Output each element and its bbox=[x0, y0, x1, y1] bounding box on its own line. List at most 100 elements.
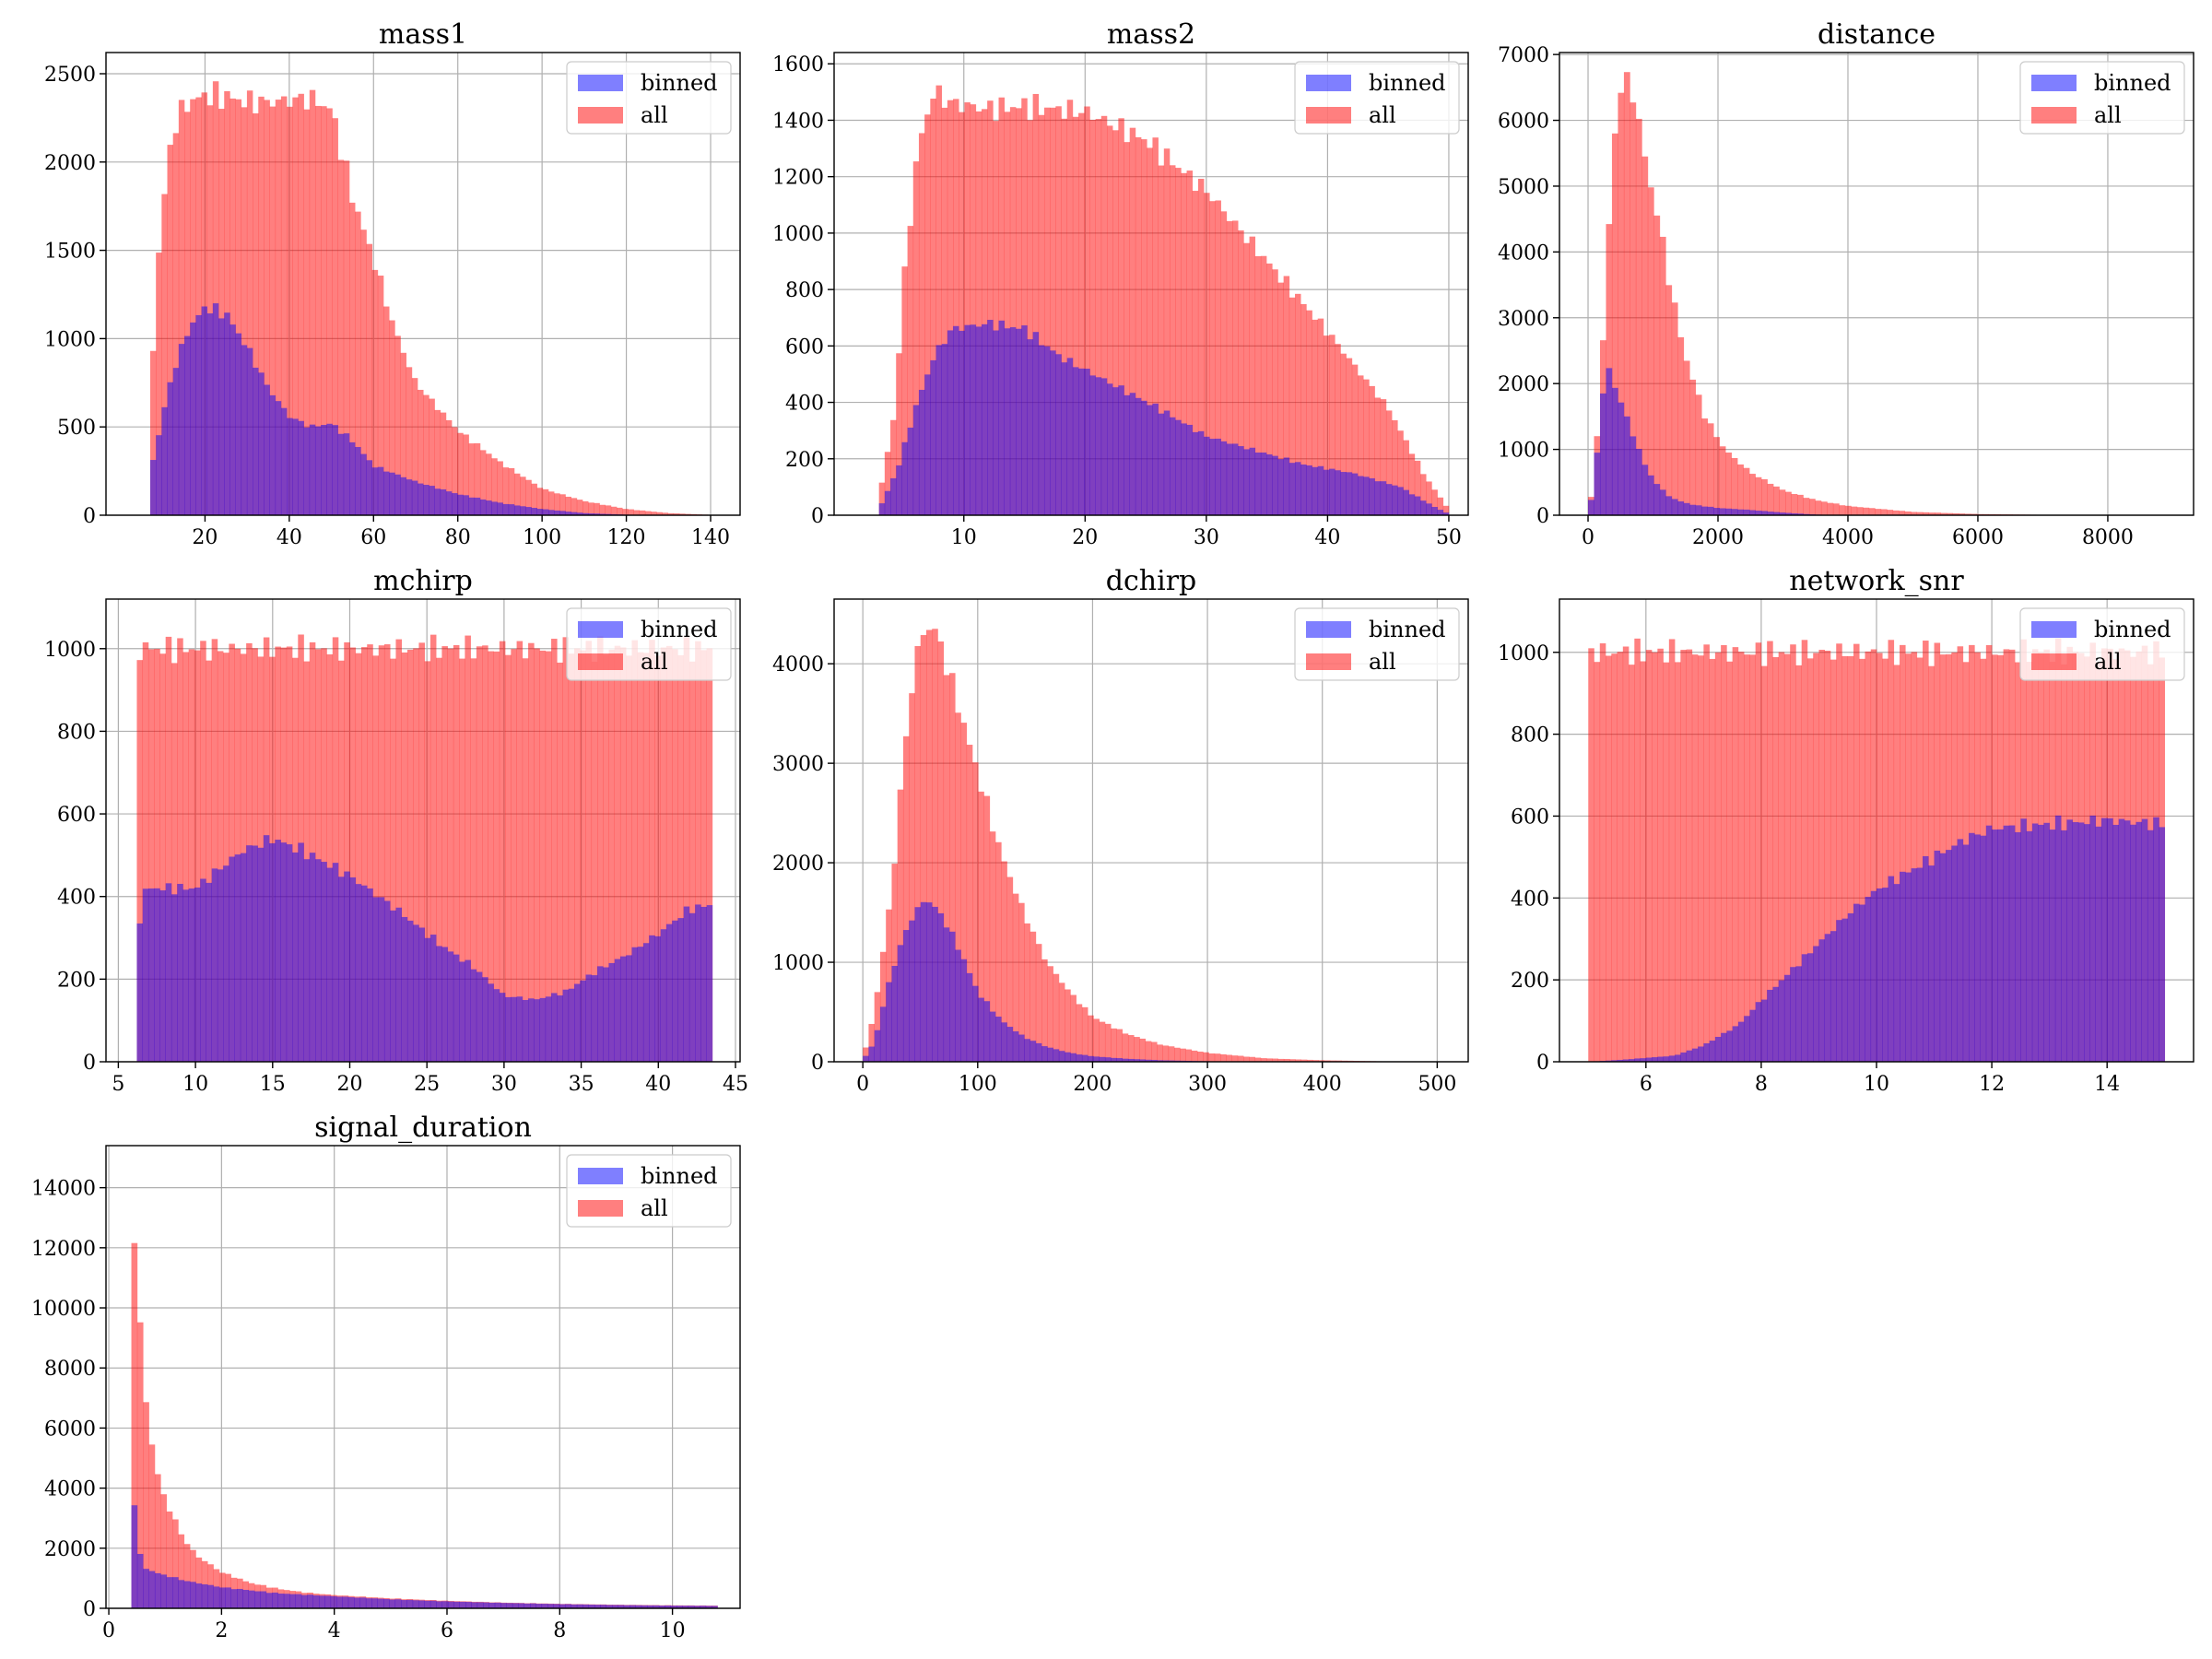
y-tick-label: 3000 bbox=[772, 753, 824, 776]
bar-binned bbox=[688, 1606, 695, 1608]
bar-binned bbox=[1181, 423, 1187, 515]
bar-all bbox=[1295, 293, 1301, 515]
bar-binned bbox=[1431, 507, 1438, 515]
bar-all bbox=[1289, 1059, 1296, 1062]
bar-binned bbox=[292, 852, 299, 1062]
bar-binned bbox=[394, 474, 401, 515]
bar-binned bbox=[1139, 1059, 1147, 1062]
bar-all bbox=[280, 96, 288, 516]
bar-all bbox=[459, 658, 465, 1062]
bar-all bbox=[309, 641, 316, 1062]
bar-all bbox=[269, 106, 276, 515]
bar-all bbox=[605, 505, 612, 515]
bar-all bbox=[441, 646, 448, 1062]
bar-binned bbox=[207, 1584, 214, 1608]
bar-binned bbox=[571, 1604, 578, 1608]
bar-all bbox=[1725, 453, 1732, 515]
bar-binned bbox=[142, 888, 149, 1062]
bar-all bbox=[998, 97, 1005, 516]
bar-binned bbox=[1141, 400, 1147, 515]
bar-all bbox=[1851, 506, 1858, 515]
bar-binned bbox=[172, 368, 180, 515]
bar-all bbox=[1283, 1058, 1290, 1062]
bar-binned bbox=[512, 1603, 519, 1608]
bar-binned bbox=[1790, 967, 1796, 1062]
y-tick-label: 6000 bbox=[1498, 111, 1549, 134]
bar-binned bbox=[303, 427, 311, 515]
bar-all bbox=[389, 320, 395, 515]
bar-binned bbox=[148, 1571, 156, 1608]
bar-all bbox=[1868, 508, 1876, 515]
bar-binned bbox=[1162, 1060, 1170, 1062]
bar-binned bbox=[300, 1594, 308, 1608]
bar-binned bbox=[2147, 830, 2154, 1062]
bar-all bbox=[264, 100, 270, 516]
bar-all bbox=[545, 651, 552, 1062]
bar-all bbox=[1594, 662, 1601, 1062]
y-tick-label: 1000 bbox=[772, 952, 824, 975]
bar-all bbox=[1147, 147, 1153, 515]
bar-binned bbox=[184, 335, 191, 515]
bar-all bbox=[482, 645, 488, 1062]
bar-binned bbox=[658, 1606, 665, 1608]
bar-binned bbox=[1335, 470, 1341, 515]
bar-all bbox=[436, 657, 442, 1062]
bar-all bbox=[1611, 133, 1618, 515]
bar-binned bbox=[479, 499, 487, 515]
bar-all bbox=[551, 639, 558, 1062]
bar-all bbox=[1783, 653, 1791, 1062]
bar-binned bbox=[941, 344, 948, 515]
bar-binned bbox=[1006, 1027, 1014, 1062]
y-tick-label: 1000 bbox=[772, 223, 824, 246]
bar-all bbox=[188, 649, 195, 1062]
bar-all bbox=[1630, 102, 1637, 515]
bar-binned bbox=[554, 510, 560, 515]
bar-all bbox=[610, 506, 618, 515]
bar-binned bbox=[424, 937, 431, 1062]
y-tick-label: 400 bbox=[785, 393, 824, 416]
bar-all bbox=[1168, 1046, 1175, 1062]
bar-binned bbox=[1209, 439, 1216, 515]
bar-all bbox=[1599, 643, 1606, 1062]
bar-all bbox=[505, 654, 512, 1062]
bar-all bbox=[614, 645, 621, 1062]
bar-binned bbox=[332, 425, 338, 515]
bar-all bbox=[1847, 655, 1854, 1062]
y-tick-label: 0 bbox=[83, 1598, 96, 1621]
bar-binned bbox=[1442, 512, 1450, 515]
bar-binned bbox=[683, 906, 690, 1062]
y-tick-label: 2000 bbox=[1498, 373, 1549, 396]
bar-binned bbox=[1076, 1054, 1083, 1062]
bar-all bbox=[1346, 358, 1353, 515]
bar-all bbox=[1106, 125, 1113, 515]
bar-all bbox=[1652, 652, 1658, 1062]
bar-all bbox=[241, 107, 248, 515]
bar-all bbox=[367, 644, 373, 1062]
x-tick-label: 20 bbox=[1072, 526, 1098, 549]
bar-all bbox=[912, 161, 920, 515]
bar-binned bbox=[1969, 832, 1975, 1062]
bar-binned bbox=[1791, 512, 1798, 515]
legend-swatch-binned bbox=[578, 75, 623, 91]
bar-binned bbox=[218, 318, 225, 515]
bar-binned bbox=[1084, 369, 1090, 515]
bar-binned bbox=[436, 1601, 442, 1608]
bar-all bbox=[493, 651, 500, 1062]
bar-all bbox=[1300, 303, 1307, 515]
bar-binned bbox=[608, 962, 616, 1062]
bar-binned bbox=[574, 983, 581, 1062]
bar-all bbox=[1214, 1053, 1221, 1062]
bar-binned bbox=[920, 901, 927, 1062]
bar-all bbox=[218, 109, 225, 515]
bar-binned bbox=[576, 512, 583, 515]
bar-binned bbox=[265, 1593, 273, 1608]
legend-label-binned: binned bbox=[1369, 617, 1446, 642]
bar-binned bbox=[2072, 822, 2079, 1062]
bar-all bbox=[1865, 651, 1872, 1062]
bar-binned bbox=[371, 467, 379, 515]
bar-binned bbox=[553, 1604, 560, 1608]
bar-binned bbox=[1719, 508, 1726, 515]
bar-binned bbox=[1760, 999, 1768, 1062]
bar-all bbox=[993, 121, 999, 515]
bar-all bbox=[539, 650, 547, 1062]
